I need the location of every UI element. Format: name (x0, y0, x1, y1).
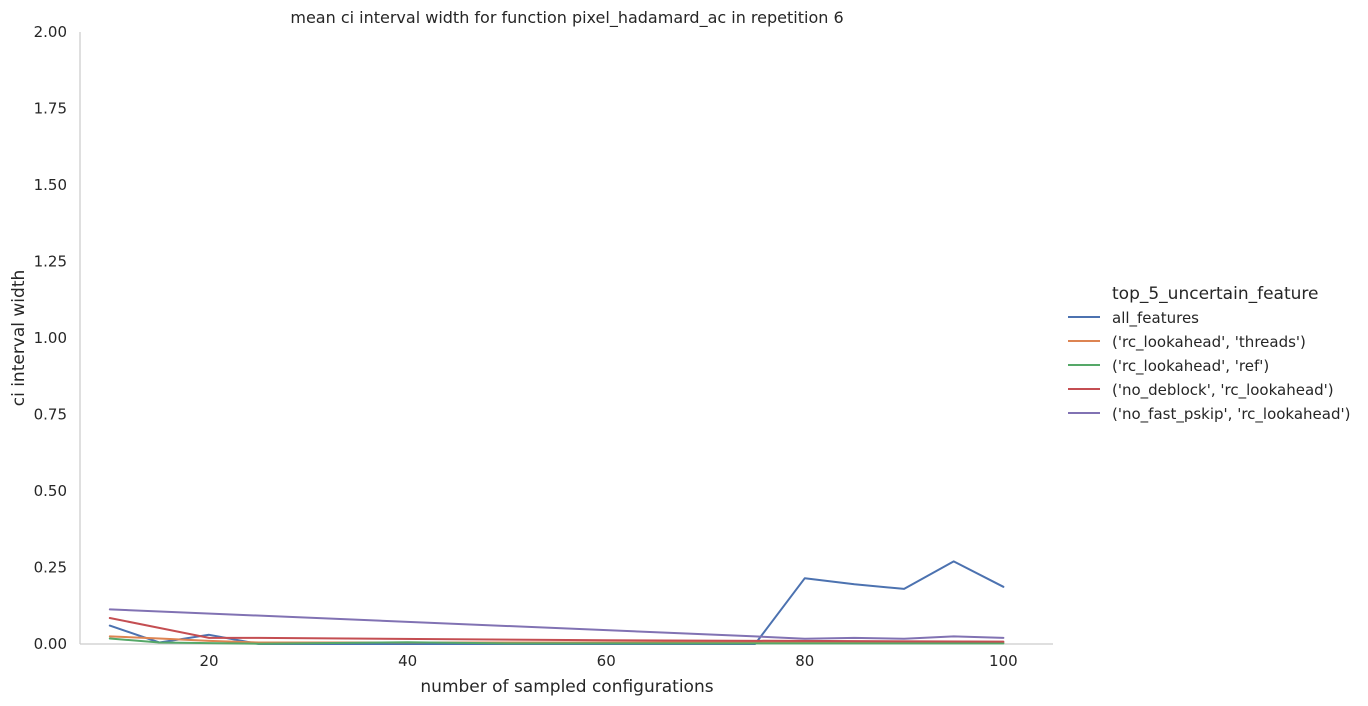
y-tick-label: 2.00 (34, 23, 67, 41)
legend-entry-1: ('rc_lookahead', 'threads') (1112, 333, 1306, 352)
x-tick-label: 40 (398, 652, 417, 670)
legend-entry-4: ('no_fast_pskip', 'rc_lookahead') (1112, 405, 1350, 424)
series-line-3 (108, 617, 1005, 643)
legend-entry-3: ('no_deblock', 'rc_lookahead') (1112, 381, 1334, 400)
x-tick-label: 20 (200, 652, 219, 670)
x-tick-label: 100 (989, 652, 1018, 670)
y-tick-label: 1.25 (34, 253, 67, 271)
series-line-2 (108, 637, 1005, 645)
chart-title: mean ci interval width for function pixe… (290, 8, 843, 28)
y-tick-label: 0.50 (34, 482, 67, 500)
y-tick-label: 1.00 (34, 329, 67, 347)
series-line-0 (108, 560, 1005, 645)
y-tick-label: 0.75 (34, 406, 67, 424)
axes: 20 40 60 80 100 0.00 0.25 0.50 0.75 1.00 1.25 1.50 1… (34, 23, 1053, 670)
x-tick-label: 80 (795, 652, 814, 670)
legend-entry-2: ('rc_lookahead', 'ref') (1112, 357, 1269, 376)
x-axis-label: number of sampled configurations (420, 677, 713, 697)
series-layer (108, 560, 1005, 645)
x-tick-label: 60 (597, 652, 616, 670)
legend-entry-0: all_features (1112, 309, 1199, 328)
y-tick-label: 0.25 (34, 559, 67, 577)
legend: top_5_uncertain_feature all_features ('rc… (1068, 284, 1350, 424)
legend-title: top_5_uncertain_feature (1112, 284, 1318, 304)
y-tick-label: 0.00 (34, 635, 67, 653)
series-line-4 (108, 608, 1005, 640)
y-tick-label: 1.50 (34, 176, 67, 194)
y-axis-label: ci interval width (9, 270, 29, 407)
y-tick-label: 1.75 (34, 100, 67, 118)
